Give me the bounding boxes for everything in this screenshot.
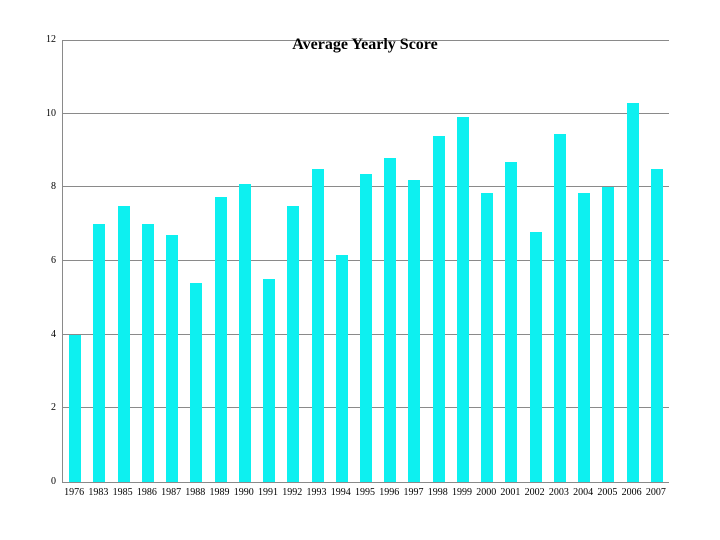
- bar-2001: [505, 161, 518, 482]
- x-tick-label-2003: 2003: [548, 487, 569, 498]
- bar-2002: [529, 231, 542, 482]
- bar-1996: [384, 157, 397, 482]
- x-tick-label-1999: 1999: [451, 487, 472, 498]
- x-tick-label-1992: 1992: [282, 487, 303, 498]
- bar-1985: [117, 205, 130, 482]
- x-tick-label-1994: 1994: [330, 487, 351, 498]
- bar-1987: [166, 235, 179, 482]
- bar-2004: [578, 192, 591, 482]
- x-tick-label-1995: 1995: [354, 487, 375, 498]
- x-tick-label-1991: 1991: [258, 487, 279, 498]
- gridline-y10: [63, 112, 669, 114]
- x-tick-label-1976: 1976: [64, 487, 85, 498]
- x-tick-label-1986: 1986: [136, 487, 157, 498]
- x-tick-label-2005: 2005: [597, 487, 618, 498]
- x-tick-label-1998: 1998: [427, 487, 448, 498]
- x-tick-label-1996: 1996: [379, 487, 400, 498]
- bar-2007: [650, 168, 663, 482]
- bar-1994: [335, 255, 348, 482]
- bar-1998: [432, 135, 445, 482]
- x-tick-label-1997: 1997: [403, 487, 424, 498]
- x-tick-label-1983: 1983: [88, 487, 109, 498]
- bar-1983: [93, 224, 106, 482]
- bar-1993: [311, 168, 324, 482]
- chart-title: Average Yearly Score: [292, 36, 438, 53]
- x-tick-label-1987: 1987: [161, 487, 182, 498]
- y-tick-label-4: 4: [51, 328, 56, 340]
- bar-1989: [214, 196, 227, 482]
- plot-area: [62, 40, 669, 483]
- x-tick-label-2002: 2002: [524, 487, 545, 498]
- bar-1999: [456, 117, 469, 482]
- bar-1992: [287, 205, 300, 482]
- bar-1986: [141, 224, 154, 482]
- bar-2003: [553, 133, 566, 482]
- bar-2005: [602, 187, 615, 482]
- x-tick-label-2007: 2007: [645, 487, 666, 498]
- x-tick-label-2006: 2006: [621, 487, 642, 498]
- bar-2000: [481, 192, 494, 482]
- y-tick-label-12: 12: [46, 34, 56, 45]
- gridline-y12: [63, 40, 669, 41]
- bar-1997: [408, 179, 421, 482]
- x-tick-label-1985: 1985: [112, 487, 133, 498]
- bar-2006: [626, 102, 639, 482]
- y-tick-label-8: 8: [51, 181, 56, 193]
- y-tick-label-6: 6: [51, 255, 56, 266]
- bar-1995: [360, 174, 372, 482]
- x-tick-label-1990: 1990: [233, 487, 254, 498]
- x-tick-label-1988: 1988: [185, 487, 206, 498]
- y-tick-label-2: 2: [51, 402, 56, 414]
- y-tick-label-10: 10: [46, 107, 56, 119]
- x-tick-label-1993: 1993: [306, 487, 327, 498]
- bar-1990: [238, 183, 251, 482]
- x-tick-label-1989: 1989: [209, 487, 230, 498]
- y-tick-label-0: 0: [51, 476, 56, 487]
- x-tick-label-2000: 2000: [476, 487, 497, 498]
- x-tick-label-2001: 2001: [500, 487, 521, 498]
- bar-1976: [69, 334, 82, 482]
- bar-1988: [190, 283, 203, 482]
- bar-1991: [263, 279, 276, 482]
- x-tick-label-2004: 2004: [573, 487, 594, 498]
